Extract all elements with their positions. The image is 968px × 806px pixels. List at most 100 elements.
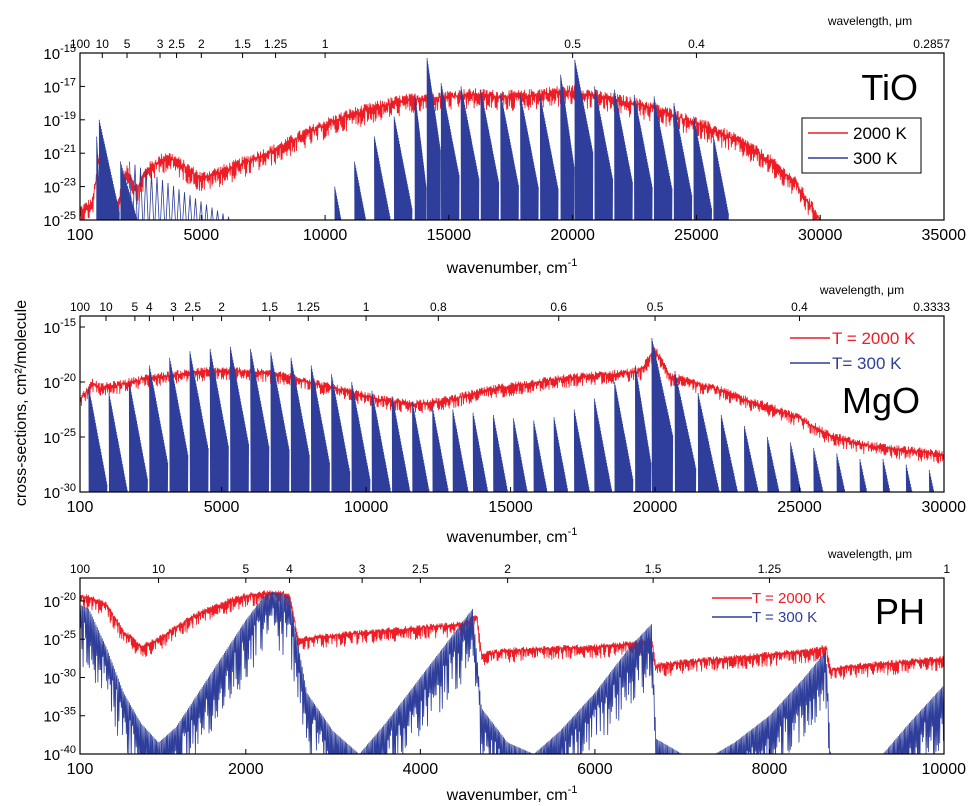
tio-top-tick-label: 1 — [322, 37, 329, 51]
tio-y-tick-label: 10-23 — [43, 177, 76, 197]
mgo-legend-label-hot: T = 2000 K — [832, 329, 916, 348]
mgo-cold-band — [836, 453, 845, 492]
ph-legend-label-cold: T = 300 K — [752, 609, 817, 626]
tio-cold-band — [713, 136, 729, 220]
mgo-top-tick-label: 10 — [99, 300, 113, 314]
mgo-cold-band — [493, 414, 508, 492]
panel-tio: 100 5000 10000 15000 20000 25000 30000 35000 10… — [43, 14, 967, 277]
tio-legend-label-hot: 2000 K — [853, 124, 908, 143]
tio-top-tick-label: 1.5 — [234, 37, 251, 51]
tio-top-tick-label: 2.5 — [168, 37, 185, 51]
mgo-cold-band — [905, 464, 913, 492]
tio-top-axis: 100 10 5 3 2.5 2 1.5 1.25 1 0.5 0.4 0.2857 — [70, 37, 950, 58]
tio-legend-box — [801, 117, 922, 174]
mgo-top-tick-label: 0.8 — [430, 300, 447, 314]
tio-cold-band — [374, 136, 391, 220]
ph-y-tick-label: 10-25 — [43, 629, 76, 649]
tio-cold-band — [693, 116, 712, 220]
mgo-cold-band — [790, 442, 802, 492]
tio-y-tick-label: 10-19 — [43, 110, 76, 130]
ph-x-tick-label: 100 — [67, 761, 94, 778]
tio-cold-band — [633, 94, 653, 220]
tio-cold-band — [594, 86, 613, 220]
tio-top-tick-label: 10 — [96, 37, 110, 51]
tio-cold-band — [129, 161, 235, 220]
tio-x-tick-label: 10000 — [303, 227, 348, 244]
tio-y-axis: 10-25 10-23 10-21 10-19 10-17 10-15 — [43, 43, 85, 230]
mgo-cold-band — [149, 365, 169, 492]
mgo-top-tick-label: 3 — [170, 300, 177, 314]
mgo-cold-band — [635, 365, 652, 492]
mgo-cold-band — [209, 348, 229, 492]
mgo-x-tick-label: 15000 — [488, 499, 533, 516]
tio-molecule-label: TiO — [861, 67, 918, 108]
ph-legend-label-hot: T = 2000 K — [752, 590, 826, 607]
mgo-cold-band — [310, 365, 330, 492]
tio-cold-band — [520, 94, 539, 220]
ph-top-tick-label: 100 — [70, 562, 90, 576]
ph-top-tick-label: 2.5 — [412, 562, 429, 576]
tio-top-tick-label: 3 — [157, 37, 164, 51]
ph-top-tick-label: 4 — [286, 562, 293, 576]
mgo-x-tick-label: 30000 — [922, 499, 967, 516]
tio-cold-band — [460, 86, 480, 220]
mgo-y-axis: 10-30 10-25 10-20 10-15 — [43, 317, 85, 502]
ph-series-layer — [80, 590, 944, 754]
mgo-top-tick-label: 5 — [132, 300, 139, 314]
ph-x-tick-label: 4000 — [403, 761, 439, 778]
mgo-cold-band — [412, 401, 430, 492]
ph-top-tick-label: 3 — [359, 562, 366, 576]
tio-top-tick-label: 0.2857 — [913, 37, 950, 51]
mgo-cold-band — [371, 390, 391, 492]
tio-cold-band — [334, 186, 342, 220]
mgo-cold-band — [472, 412, 489, 492]
ph-x-tick-label: 8000 — [752, 761, 788, 778]
mgo-cold-band — [697, 392, 720, 492]
panel-mgo: 100 5000 10000 15000 20000 25000 30000 10-3010… — [43, 283, 966, 546]
tio-x-tick-label: 25000 — [674, 227, 719, 244]
mgo-cold-band — [614, 381, 634, 492]
tio-cold-band — [480, 89, 500, 220]
tio-cold-band — [539, 96, 559, 220]
tio-top-tick-label: 0.4 — [688, 37, 705, 51]
mgo-top-tick-label: 2.5 — [184, 300, 201, 314]
tio-y-tick-label: 10-17 — [43, 76, 76, 96]
tio-x-tick-label: 20000 — [550, 227, 595, 244]
mgo-series-cold — [88, 337, 934, 492]
tio-plot-frame — [79, 52, 945, 221]
mgo-top-tick-label: 4 — [146, 300, 153, 314]
mgo-cold-band — [859, 458, 868, 492]
tio-x-tick-label: 35000 — [922, 227, 967, 244]
mgo-molecule-label: MgO — [842, 380, 920, 421]
mgo-y-tick-label: 10-25 — [43, 427, 76, 447]
tio-cold-band — [393, 116, 413, 220]
mgo-top-tick-label: 0.5 — [647, 300, 664, 314]
tio-top-tick-label: 2 — [198, 37, 205, 51]
tio-cold-band — [98, 119, 120, 220]
ph-legend: T = 2000 K T = 300 K — [712, 590, 826, 626]
ph-top-tick-label: 5 — [242, 562, 249, 576]
mgo-top-tick-label: 0.6 — [550, 300, 567, 314]
panel-ph: 100 2000 4000 6000 8000 10000 10-40 10-35 10-30… — [43, 547, 966, 804]
tio-cold-band — [574, 59, 594, 220]
mgo-cold-band — [720, 414, 738, 492]
mgo-x-axis: 100 5000 10000 15000 20000 25000 30000 — [67, 487, 966, 516]
ph-top-axis-title: wavelength, μm — [827, 547, 912, 561]
ph-y-tick-label: 10-35 — [43, 706, 76, 726]
mgo-cold-band — [250, 348, 270, 492]
tio-series-layer — [80, 57, 821, 220]
tio-x-axis-title: wavenumber, cm-1 — [446, 257, 578, 277]
tio-legend-label-cold: 300 K — [853, 149, 898, 168]
tio-cold-band — [414, 94, 427, 220]
tio-top-tick-label: 100 — [70, 37, 90, 51]
mgo-cold-band — [331, 374, 351, 492]
mgo-top-tick-label: 1.25 — [297, 300, 321, 314]
mgo-y-tick-label: 10-15 — [43, 317, 76, 337]
mgo-x-tick-label: 5000 — [204, 499, 240, 516]
mgo-legend: T = 2000 K T= 300 K — [790, 329, 916, 373]
tio-top-axis-title: wavelength, μm — [827, 14, 912, 28]
mgo-cold-band — [674, 370, 697, 492]
tio-cold-band — [653, 96, 673, 220]
tio-legend: 2000 K 300 K — [801, 117, 922, 174]
